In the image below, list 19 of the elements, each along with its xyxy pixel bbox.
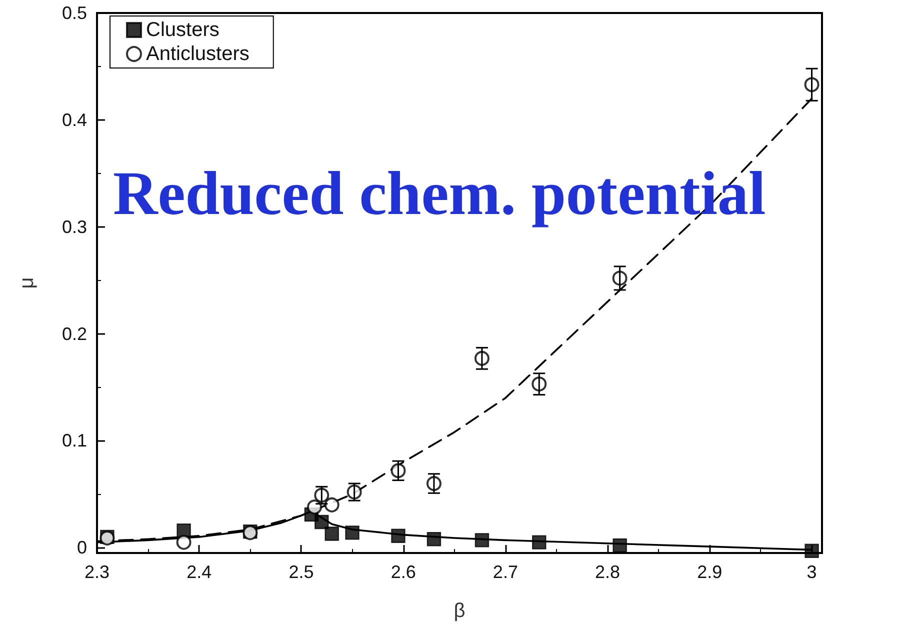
x-tick-label: 3 (806, 562, 817, 582)
x-tick-label: 2.9 (697, 562, 722, 582)
x-tick-label: 2.8 (595, 562, 620, 582)
x-tick-label: 2.5 (288, 562, 314, 582)
x-tick-label: 2.3 (84, 562, 110, 582)
y-axis-title: μ (16, 277, 38, 289)
x-tick-label: 2.7 (492, 562, 518, 582)
legend-label: Clusters (146, 19, 220, 41)
y-tick-label: 0.2 (62, 324, 87, 344)
x-tick-label: 2.6 (390, 562, 416, 582)
x-axis-title: β (454, 600, 466, 622)
text: Reduced chem. potential (113, 160, 766, 228)
y-tick-label: 0.4 (62, 110, 87, 130)
y-tick-label: 0.3 (62, 216, 87, 237)
y-tick-label: 0.5 (62, 3, 87, 23)
y-tick-label: 0.1 (62, 430, 87, 451)
y-tick-label: 0 (76, 538, 87, 558)
legend-label: Anticlusters (146, 43, 250, 65)
x-tick-label: 2.4 (186, 562, 212, 582)
